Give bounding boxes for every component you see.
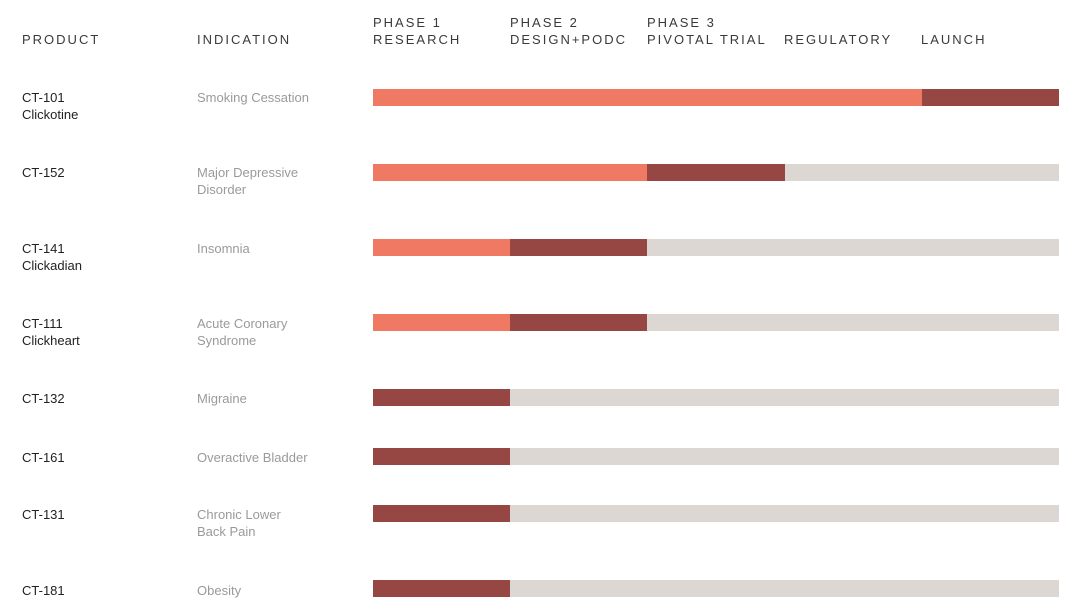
column-header-regulatory: REGULATORY (784, 31, 892, 48)
indication-text: Obesity (197, 583, 242, 598)
product-code: CT-131 (22, 507, 65, 522)
product-cell: CT-141 Clickadian (22, 240, 82, 274)
progress-current (373, 389, 511, 406)
product-cell: CT-101 Clickotine (22, 89, 78, 123)
product-code: CT-111 (22, 316, 63, 331)
launch-stage: LAUNCH (921, 32, 987, 47)
progress-track (373, 239, 1059, 256)
product-code: CT-132 (22, 391, 65, 406)
regulatory-stage: REGULATORY (784, 32, 893, 47)
product-code: CT-141 (22, 241, 65, 256)
indication-cell: Obesity (197, 582, 347, 599)
phase-1-number: PHASE 1 (373, 15, 442, 30)
column-header-product: PRODUCT (22, 31, 100, 48)
indication-cell: Smoking Cessation (197, 89, 347, 106)
indication-text: Chronic Lower (197, 507, 281, 522)
progress-completed (373, 314, 511, 331)
product-name: Clickadian (22, 258, 82, 273)
indication-text: Overactive Bladder (197, 450, 308, 465)
indication-text: Migraine (197, 391, 247, 406)
column-header-phase-3: PHASE 3 PIVOTAL TRIAL (647, 14, 767, 48)
product-code: CT-181 (22, 583, 65, 598)
progress-current (647, 164, 785, 181)
indication-text: Major Depressive (197, 165, 299, 180)
progress-current (373, 448, 511, 465)
progress-track (373, 505, 1059, 522)
phase-3-stage: PIVOTAL TRIAL (647, 32, 767, 47)
progress-current (510, 314, 648, 331)
indication-text-line2: Back Pain (197, 524, 256, 539)
progress-track (373, 314, 1059, 331)
indication-text: Insomnia (197, 241, 250, 256)
phase-3-number: PHASE 3 (647, 15, 716, 30)
product-cell: CT-111 Clickheart (22, 315, 80, 349)
indication-cell: Acute Coronary Syndrome (197, 315, 347, 349)
indication-text: Smoking Cessation (197, 90, 309, 105)
column-header-indication-label: INDICATION (197, 32, 292, 47)
progress-completed (373, 164, 648, 181)
indication-cell: Overactive Bladder (197, 449, 347, 466)
column-header-product-label: PRODUCT (22, 32, 101, 47)
progress-current (373, 580, 511, 597)
indication-cell: Insomnia (197, 240, 347, 257)
progress-track (373, 164, 1059, 181)
product-name: Clickotine (22, 107, 79, 122)
product-name: Clickheart (22, 333, 80, 348)
progress-track (373, 580, 1059, 597)
phase-1-stage: RESEARCH (373, 32, 462, 47)
progress-current (373, 505, 511, 522)
progress-track (373, 448, 1059, 465)
column-header-indication: INDICATION (197, 31, 291, 48)
indication-cell: Major Depressive Disorder (197, 164, 347, 198)
indication-text-line2: Syndrome (197, 333, 257, 348)
product-cell: CT-152 (22, 164, 65, 181)
product-cell: CT-131 (22, 506, 65, 523)
progress-completed (373, 239, 511, 256)
phase-2-number: PHASE 2 (510, 15, 579, 30)
product-cell: CT-132 (22, 390, 65, 407)
product-code: CT-101 (22, 90, 65, 105)
progress-current (510, 239, 648, 256)
column-header-phase-2: PHASE 2 DESIGN+PODC (510, 14, 627, 48)
progress-track (373, 389, 1059, 406)
column-header-launch: LAUNCH (921, 31, 986, 48)
column-header-phase-1: PHASE 1 RESEARCH (373, 14, 461, 48)
product-cell: CT-181 (22, 582, 65, 599)
product-code: CT-152 (22, 165, 65, 180)
product-code: CT-161 (22, 450, 65, 465)
indication-cell: Chronic Lower Back Pain (197, 506, 347, 540)
indication-cell: Migraine (197, 390, 347, 407)
indication-text: Acute Coronary (197, 316, 288, 331)
progress-track (373, 89, 1059, 106)
phase-2-stage: DESIGN+PODC (510, 32, 627, 47)
progress-current (921, 89, 1059, 106)
progress-completed (373, 89, 922, 106)
indication-text-line2: Disorder (197, 182, 247, 197)
product-cell: CT-161 (22, 449, 65, 466)
